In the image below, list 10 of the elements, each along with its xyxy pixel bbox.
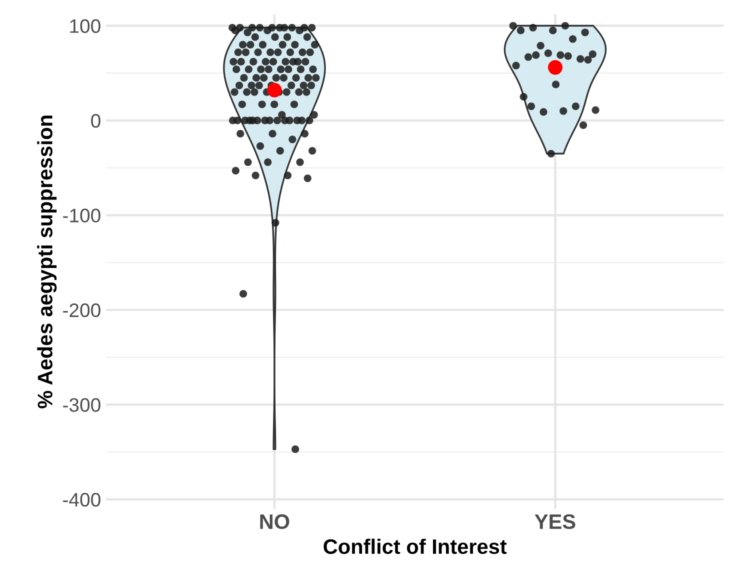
y-tick-label: 100 [70,19,100,33]
y-tick-label: -200 [63,303,100,318]
y-tick-label: -300 [63,398,100,412]
x-axis-title: Conflict of Interest [324,538,507,554]
x-tick-label: YES [534,514,576,530]
y-tick-label: -100 [63,208,100,222]
y-axis-title: % Aedes aegypti suppression [37,116,57,408]
y-tick-label: 0 [91,114,100,128]
y-tick-label: -400 [63,492,100,507]
x-tick-label: NO [260,514,290,530]
